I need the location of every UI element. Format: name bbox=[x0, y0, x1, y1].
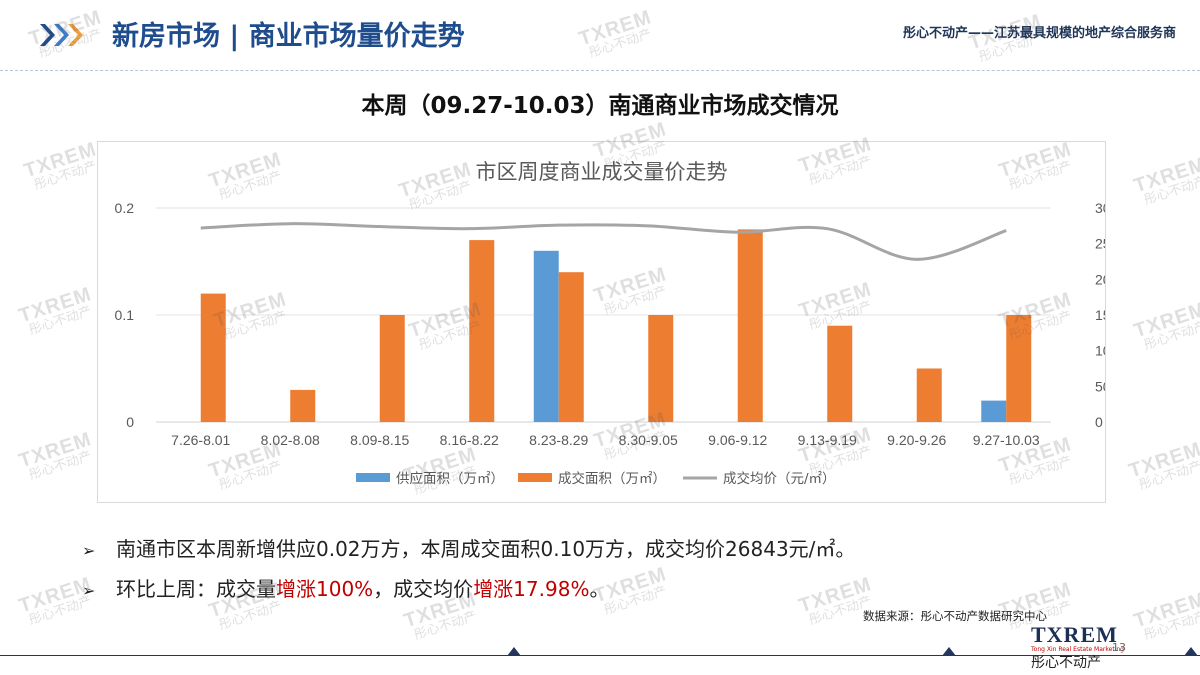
page-title: 新房市场 | 商业市场量价走势 bbox=[112, 14, 465, 53]
page-title-separator: | bbox=[229, 21, 240, 52]
x-axis-tick-label: 9.27-10.03 bbox=[973, 432, 1040, 448]
right-axis-tick-label: 20000 bbox=[1095, 271, 1105, 287]
page-title-topic: 商业市场量价走势 bbox=[248, 21, 465, 52]
watermark-wordmark: TXREM bbox=[16, 428, 95, 473]
watermark-chinese-name: 彤心不动产 bbox=[412, 608, 479, 644]
company-slogan: 彤心不动产——江苏最具规模的地产综合服务商 bbox=[902, 26, 1176, 41]
deal-area-bar bbox=[1006, 315, 1032, 422]
footer-triangle-icon bbox=[507, 647, 521, 656]
watermark-chinese-name: 彤心不动产 bbox=[1137, 458, 1200, 494]
section-title: 本周（09.27-10.03）南通商业市场成交情况 bbox=[361, 93, 839, 119]
summary-bullets: ➢ 南通市区本周新增供应0.02万方，本周成交面积0.10万方，成交均价26843… bbox=[82, 530, 855, 610]
watermark-wordmark: TXREM bbox=[21, 138, 100, 183]
chart-title: 市区周度商业成交量价走势 bbox=[475, 160, 728, 184]
x-axis-tick-label: 8.16-8.22 bbox=[440, 432, 499, 448]
x-axis-tick-label: 7.26-8.01 bbox=[171, 432, 230, 448]
data-source-note: 数据来源：彤心不动产数据研究中心 bbox=[863, 609, 1047, 623]
bullet-text: 南通市区本周新增供应0.02万方，本周成交面积0.10万方，成交均价26843元… bbox=[116, 537, 856, 561]
volume-change-highlight: 增涨100% bbox=[276, 577, 374, 601]
x-axis-tick-label: 8.23-8.29 bbox=[529, 432, 588, 448]
company-logo: TXREM Tong Xin Real Estate Marketing 彤心不… bbox=[1031, 624, 1124, 672]
watermark-chinese-name: 彤心不动产 bbox=[27, 448, 94, 484]
legend-swatch bbox=[356, 473, 390, 482]
watermark-chinese-name: 彤心不动产 bbox=[27, 303, 94, 339]
right-axis-tick-label: 10000 bbox=[1095, 343, 1105, 359]
deal-area-bar bbox=[558, 272, 584, 422]
x-axis-tick-label: 8.09-8.15 bbox=[350, 432, 409, 448]
watermark-wordmark: TXREM bbox=[1131, 153, 1200, 198]
header-divider bbox=[0, 70, 1200, 71]
arrow-bullet-icon: ➢ bbox=[82, 541, 96, 560]
bullet-text: ，成交均价 bbox=[373, 577, 474, 601]
supply-area-bar bbox=[533, 250, 559, 422]
header: 新房市场 | 商业市场量价走势 彤心不动产——江苏最具规模的地产综合服务商 bbox=[0, 0, 1200, 74]
watermark-wordmark: TXREM bbox=[1126, 438, 1200, 483]
chart-panel: 市区周度商业成交量价走势 0 0.1 0.2 0 5000 10000 15000 20000… bbox=[97, 141, 1106, 503]
bullet-item-1: ➢ 南通市区本周新增供应0.02万方，本周成交面积0.10万方，成交均价26843… bbox=[82, 530, 855, 570]
right-axis-tick-label: 25000 bbox=[1095, 236, 1105, 252]
left-axis-tick-label: 0 bbox=[126, 414, 134, 430]
x-axis-tick-label: 8.30-9.05 bbox=[619, 432, 678, 448]
deal-area-bar bbox=[290, 389, 316, 422]
footer-triangle-icon bbox=[1184, 647, 1198, 656]
logo-wordmark: TXREM bbox=[1031, 622, 1118, 647]
watermark-chinese-name: 彤心不动产 bbox=[1142, 173, 1200, 209]
x-axis-tick-label: 8.02-8.08 bbox=[261, 432, 320, 448]
deal-area-bar bbox=[469, 240, 495, 422]
legend-label: 供应面积（万㎡） bbox=[396, 470, 504, 487]
left-axis-tick-label: 0.2 bbox=[115, 200, 135, 216]
deal-area-bar bbox=[737, 229, 763, 422]
watermark-chinese-name: 彤心不动产 bbox=[32, 158, 99, 194]
watermark-chinese-name: 彤心不动产 bbox=[1142, 608, 1200, 644]
deal-area-bar bbox=[827, 325, 853, 422]
page-title-category: 新房市场 bbox=[112, 21, 220, 52]
watermark-wordmark: TXREM bbox=[1131, 588, 1200, 633]
right-axis-tick-label: 30000 bbox=[1095, 200, 1105, 216]
avg-price-line bbox=[200, 222, 1007, 261]
deal-area-bar bbox=[648, 315, 674, 422]
watermark-wordmark: TXREM bbox=[16, 283, 95, 328]
logo-tagline: Tong Xin Real Estate Marketing bbox=[1031, 646, 1124, 653]
deal-area-bar bbox=[916, 368, 942, 422]
watermark-chinese-name: 彤心不动产 bbox=[1142, 318, 1200, 354]
footer-line bbox=[0, 655, 1200, 656]
x-axis-tick-label: 9.13-9.19 bbox=[798, 432, 857, 448]
bullet-text: 。 bbox=[589, 577, 610, 601]
price-change-highlight: 增涨17.98% bbox=[473, 577, 590, 601]
bullet-item-2: ➢ 环比上周：成交量增涨100%，成交均价增涨17.98%。 bbox=[82, 570, 855, 610]
x-axis-tick-label: 9.20-9.26 bbox=[887, 432, 946, 448]
right-axis-tick-label: 5000 bbox=[1095, 378, 1105, 394]
deal-area-bar bbox=[200, 293, 226, 422]
right-axis-tick-label: 0 bbox=[1095, 414, 1103, 430]
legend-swatch bbox=[518, 473, 552, 482]
footer-triangle-icon bbox=[942, 647, 956, 656]
chevron-arrows-icon bbox=[40, 24, 83, 46]
supply-area-bar bbox=[981, 400, 1007, 422]
deal-area-bar bbox=[379, 315, 405, 422]
arrow-bullet-icon: ➢ bbox=[82, 581, 96, 600]
bullet-text: 环比上周：成交量 bbox=[116, 577, 276, 601]
watermark-wordmark: TXREM bbox=[1131, 298, 1200, 343]
combo-chart: 0 0.1 0.2 0 5000 10000 15000 20000 25000 30000 7.2… bbox=[115, 200, 1105, 487]
page-number: 13 bbox=[1112, 641, 1126, 654]
legend-label: 成交面积（万㎡） bbox=[558, 470, 666, 487]
left-axis-tick-label: 0.1 bbox=[115, 307, 135, 323]
legend-label: 成交均价（元/㎡） bbox=[723, 470, 836, 487]
x-axis-tick-label: 9.06-9.12 bbox=[708, 432, 767, 448]
right-axis-tick-label: 15000 bbox=[1095, 307, 1105, 323]
logo-chinese-name: 彤心不动产 bbox=[1031, 655, 1101, 671]
